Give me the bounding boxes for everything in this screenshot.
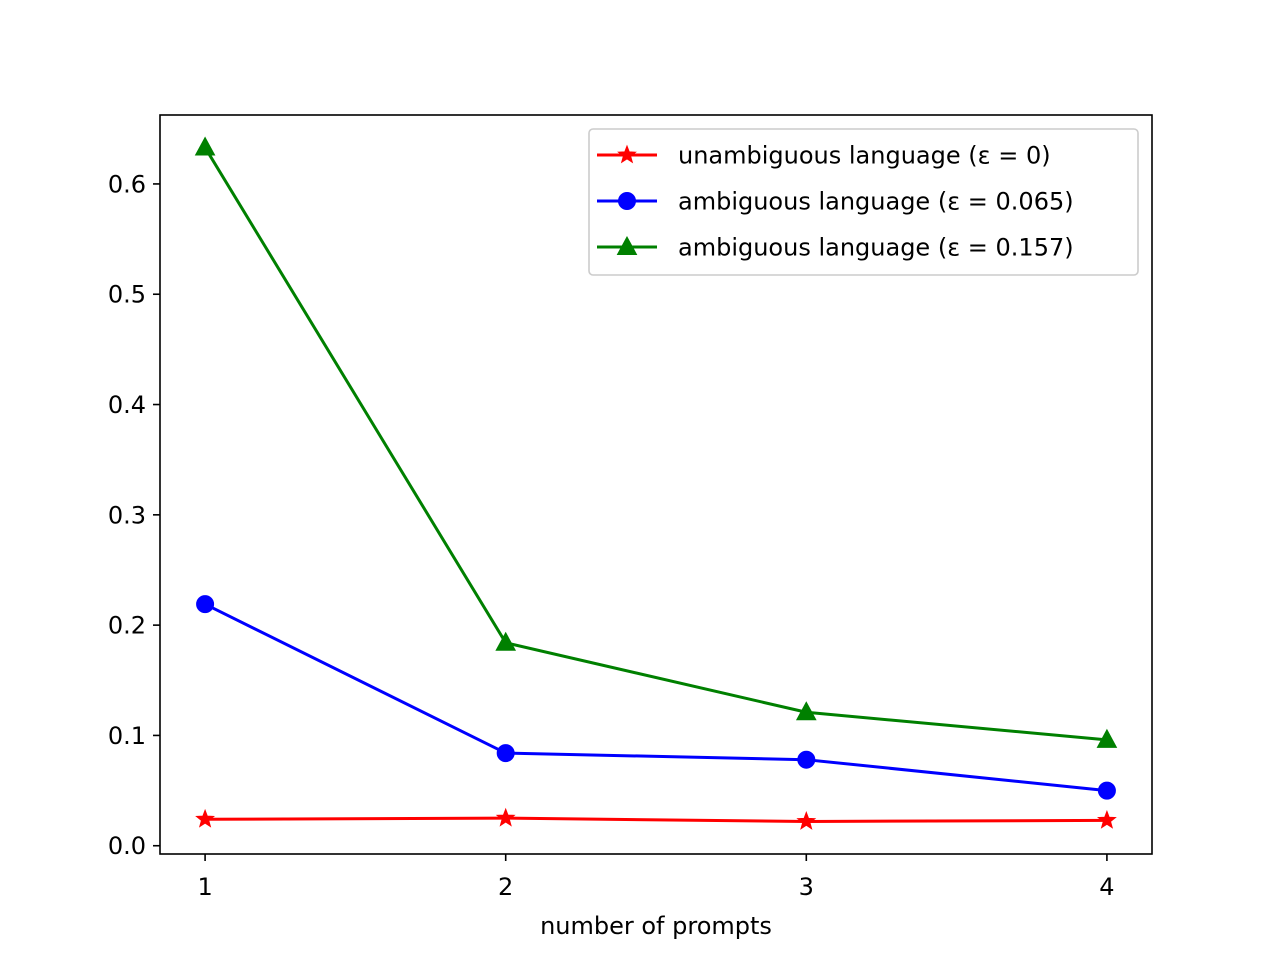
series-2-line bbox=[204, 602, 1108, 793]
y-axis-ticks: 0.0 0.1 0.2 0.3 0.4 0.5 0.6 bbox=[108, 170, 160, 860]
series-3-point-3 bbox=[795, 701, 817, 721]
x-axis-ticks: 1 2 3 4 bbox=[197, 854, 1115, 901]
series-2-point-1 bbox=[196, 595, 215, 614]
series-1-point-3 bbox=[796, 811, 817, 830]
x-tick-label-3: 3 bbox=[799, 873, 814, 901]
legend-marker-3 bbox=[616, 235, 638, 255]
y-tick-label-2: 0.1 bbox=[108, 722, 146, 750]
legend-marker-1 bbox=[617, 144, 637, 164]
y-tick-label-3: 0.2 bbox=[108, 612, 146, 640]
x-tick-label-2: 2 bbox=[498, 873, 513, 901]
plot-area-frame bbox=[159, 114, 1153, 855]
series-layer bbox=[194, 136, 1118, 830]
series-2-point-4 bbox=[1097, 781, 1116, 800]
y-tick-label-4: 0.3 bbox=[108, 501, 146, 529]
legend-marker-2 bbox=[618, 192, 636, 210]
legend-label-3: ambiguous language (ε = 0.157) bbox=[678, 234, 1074, 262]
x-axis-label: number of prompts bbox=[540, 912, 772, 940]
y-tick-label-5: 0.4 bbox=[108, 391, 146, 419]
x-tick-label-1: 1 bbox=[197, 873, 212, 901]
series-3-point-2 bbox=[495, 631, 517, 651]
series-2-point-2 bbox=[496, 744, 515, 763]
series-3-point-4 bbox=[1096, 728, 1118, 748]
legend-label-1: unambiguous language (ε = 0) bbox=[678, 142, 1051, 170]
series-1-point-4 bbox=[1097, 809, 1117, 829]
legend: unambiguous language (ε = 0) ambiguous la… bbox=[588, 128, 1139, 276]
x-tick-label-4: 4 bbox=[1099, 873, 1114, 901]
series-2-point-3 bbox=[797, 750, 816, 769]
series-3-line bbox=[203, 146, 1108, 742]
legend-box bbox=[588, 128, 1139, 276]
legend-label-2: ambiguous language (ε = 0.065) bbox=[678, 188, 1074, 216]
y-tick-label-7: 0.6 bbox=[108, 170, 146, 198]
y-tick-label-1: 0.0 bbox=[108, 832, 146, 860]
y-tick-label-6: 0.5 bbox=[108, 281, 146, 309]
series-1-point-2 bbox=[495, 807, 516, 827]
series-1-line bbox=[205, 816, 1107, 823]
series-1-point-1 bbox=[195, 808, 215, 828]
series-3-point-1 bbox=[194, 136, 216, 156]
